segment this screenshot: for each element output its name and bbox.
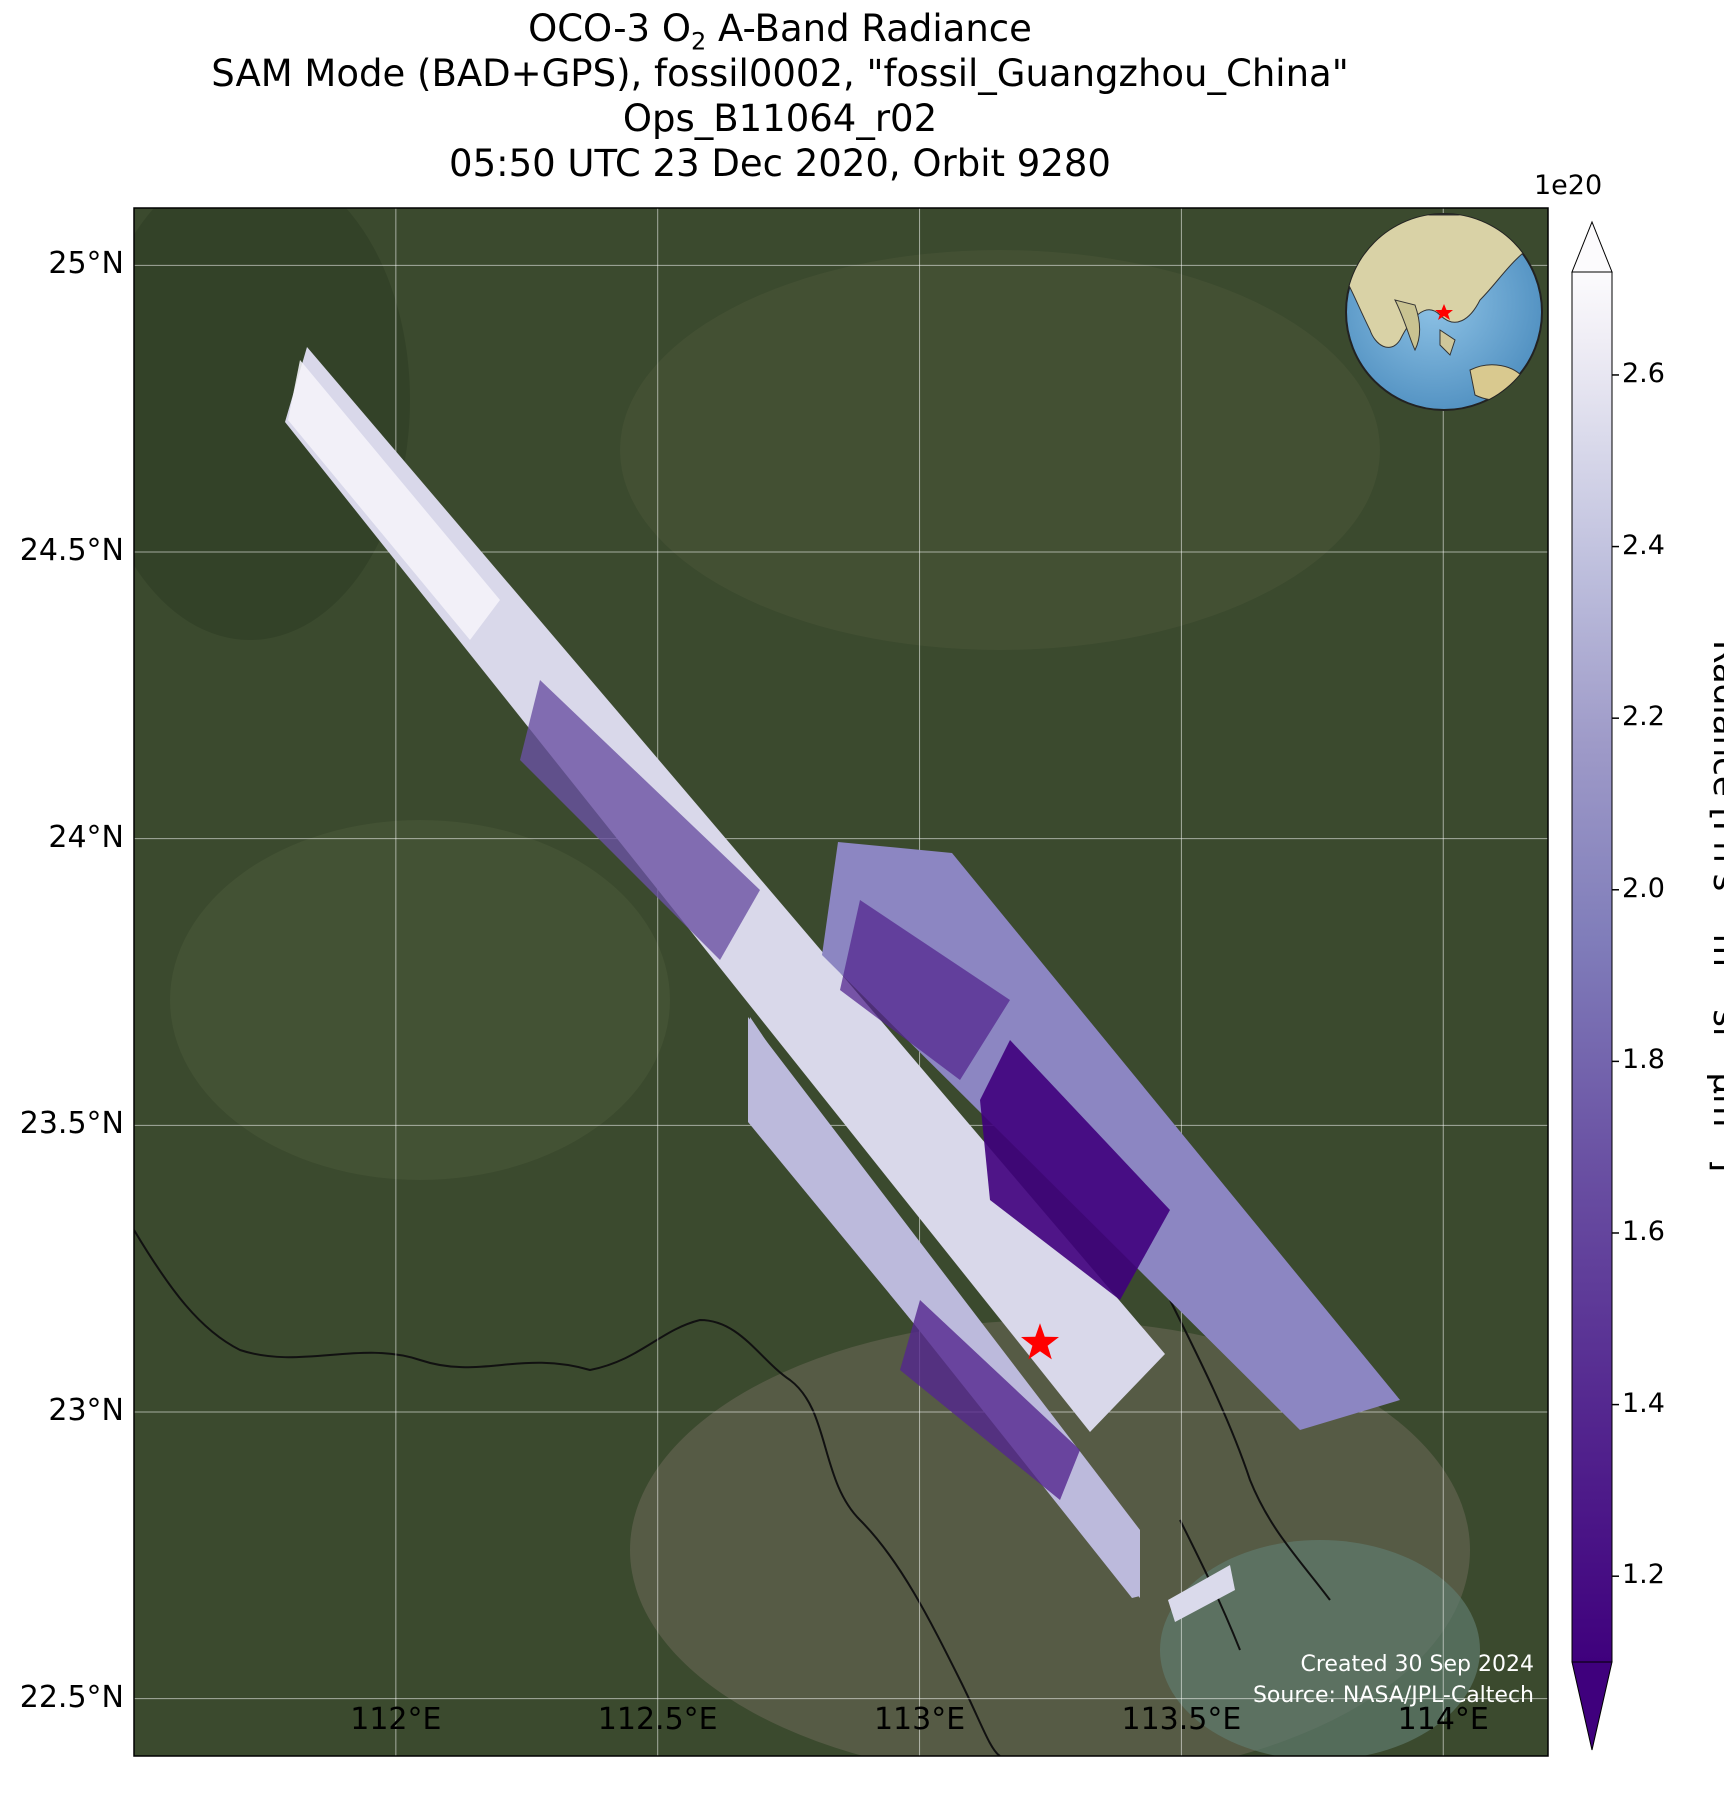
lat-tick-label: 23.5°N: [19, 1106, 124, 1142]
chart-title-line4: 05:50 UTC 23 Dec 2020, Orbit 9280: [449, 142, 1111, 185]
colorbar-tick-label: 2.2: [1622, 701, 1665, 733]
swath-patch-south-dark: [900, 1300, 1080, 1500]
colorbar-tick-label: 1.4: [1622, 1387, 1665, 1419]
lon-tick-label: 112°E: [350, 1702, 442, 1737]
lat-tick-label: 23°N: [48, 1393, 124, 1428]
colorbar-tick-label: 2.4: [1622, 529, 1665, 561]
radiance-swaths: [285, 347, 1400, 1622]
lon-tick-label: 112.5°E: [597, 1702, 718, 1737]
lon-tick-label: 113°E: [873, 1702, 966, 1737]
target-star-icon: [1021, 1323, 1059, 1360]
inset-globe: [1345, 213, 1543, 411]
lon-tick-label: 113.5°E: [1121, 1702, 1242, 1737]
chart-title-line3: Ops_B11064_r02: [622, 97, 938, 140]
colorbar-tick-label: 2.6: [1622, 357, 1665, 389]
colorbar-tick-label: 1.6: [1622, 1215, 1665, 1247]
swath-patch-mid2: [840, 900, 1010, 1080]
chart-title-line1: OCO-3 O2 A-Band Radiance: [528, 7, 1032, 56]
lat-tick-label: 25°N: [48, 246, 124, 282]
colorbar: [1571, 220, 1619, 1751]
source-credit: Source: NASA/JPL-Caltech: [1252, 1683, 1534, 1708]
colorbar-label: Radiance [Ph s⁻¹ m⁻² sr⁻¹μm⁻¹]: [1705, 640, 1724, 1173]
colorbar-tick-label: 1.8: [1622, 1044, 1665, 1076]
lat-tick-label: 24.5°N: [19, 533, 124, 568]
satellite-background: [134, 208, 1548, 1756]
lat-tick-label: 24°N: [48, 819, 124, 855]
swath-patch-light: [288, 360, 500, 640]
swath-patch-small: [1168, 1565, 1235, 1622]
map-frame: [133, 207, 1549, 1757]
colorbar-tick-label: 2.0: [1622, 872, 1665, 904]
swath-patch-dark: [980, 1040, 1170, 1300]
colorbar-exponent: 1e20: [1534, 170, 1603, 201]
created-date: Created 30 Sep 2024: [1300, 1652, 1535, 1677]
swath-patch-mid: [520, 680, 760, 960]
lon-tick-label: 114°E: [1397, 1702, 1489, 1737]
chart-title-line2: SAM Mode (BAD+GPS), fossil0002, "fossil_…: [211, 52, 1349, 95]
colorbar-tick-label: 1.2: [1622, 1559, 1665, 1591]
lat-tick-label: 22.5°N: [19, 1679, 124, 1715]
